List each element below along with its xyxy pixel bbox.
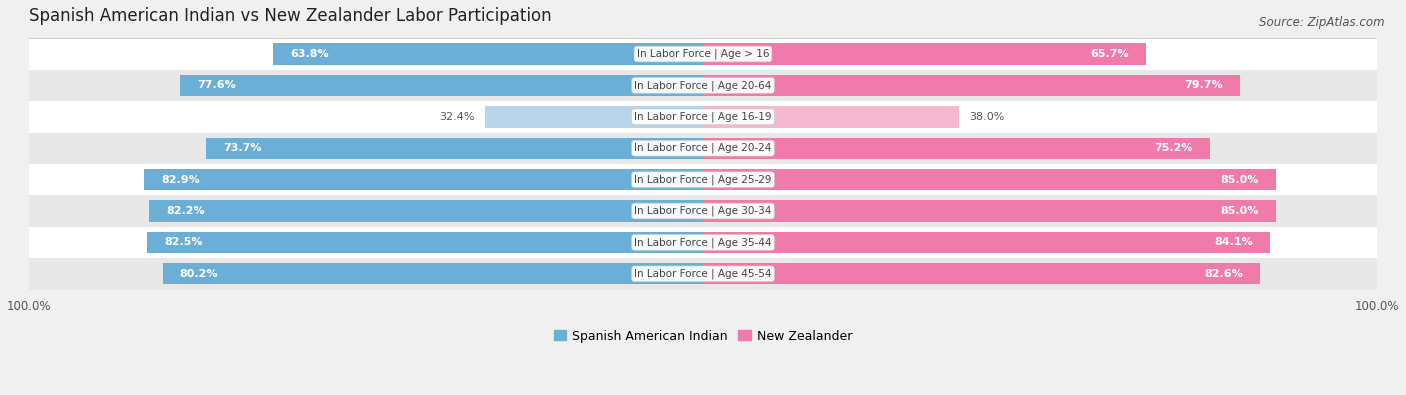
Text: In Labor Force | Age 45-54: In Labor Force | Age 45-54 [634, 269, 772, 279]
Text: In Labor Force | Age > 16: In Labor Force | Age > 16 [637, 49, 769, 59]
Text: In Labor Force | Age 20-24: In Labor Force | Age 20-24 [634, 143, 772, 154]
Bar [149, 200, 703, 222]
Bar [703, 263, 1260, 284]
Bar [30, 38, 1376, 70]
Text: 63.8%: 63.8% [290, 49, 329, 59]
Bar [703, 137, 1209, 159]
Text: 65.7%: 65.7% [1090, 49, 1129, 59]
Text: 82.5%: 82.5% [165, 237, 202, 247]
Text: 82.2%: 82.2% [166, 206, 205, 216]
Bar [30, 101, 1376, 133]
Text: In Labor Force | Age 30-34: In Labor Force | Age 30-34 [634, 206, 772, 216]
Text: 84.1%: 84.1% [1213, 237, 1253, 247]
Bar [703, 106, 959, 128]
Text: 77.6%: 77.6% [197, 81, 236, 90]
Bar [148, 232, 703, 253]
Text: In Labor Force | Age 25-29: In Labor Force | Age 25-29 [634, 174, 772, 185]
Bar [180, 75, 703, 96]
Text: Spanish American Indian vs New Zealander Labor Participation: Spanish American Indian vs New Zealander… [30, 7, 551, 25]
Bar [30, 227, 1376, 258]
Bar [163, 263, 703, 284]
Text: 85.0%: 85.0% [1220, 175, 1258, 184]
Text: 38.0%: 38.0% [969, 112, 1004, 122]
Text: Source: ZipAtlas.com: Source: ZipAtlas.com [1260, 16, 1385, 29]
Bar [30, 133, 1376, 164]
Text: 79.7%: 79.7% [1184, 81, 1223, 90]
Text: 73.7%: 73.7% [224, 143, 262, 153]
Legend: Spanish American Indian, New Zealander: Spanish American Indian, New Zealander [548, 325, 858, 348]
Bar [703, 43, 1146, 65]
Bar [703, 75, 1240, 96]
Bar [703, 200, 1275, 222]
Bar [145, 169, 703, 190]
Text: 82.9%: 82.9% [162, 175, 200, 184]
Text: 85.0%: 85.0% [1220, 206, 1258, 216]
Text: 75.2%: 75.2% [1154, 143, 1192, 153]
Bar [703, 232, 1270, 253]
Bar [703, 169, 1275, 190]
Bar [273, 43, 703, 65]
Bar [30, 70, 1376, 101]
Bar [30, 258, 1376, 290]
Text: In Labor Force | Age 35-44: In Labor Force | Age 35-44 [634, 237, 772, 248]
Text: In Labor Force | Age 20-64: In Labor Force | Age 20-64 [634, 80, 772, 91]
Text: 80.2%: 80.2% [180, 269, 218, 279]
Bar [485, 106, 703, 128]
Text: In Labor Force | Age 16-19: In Labor Force | Age 16-19 [634, 111, 772, 122]
Text: 32.4%: 32.4% [439, 112, 475, 122]
Text: 82.6%: 82.6% [1204, 269, 1243, 279]
Bar [30, 164, 1376, 195]
Bar [30, 195, 1376, 227]
Bar [207, 137, 703, 159]
